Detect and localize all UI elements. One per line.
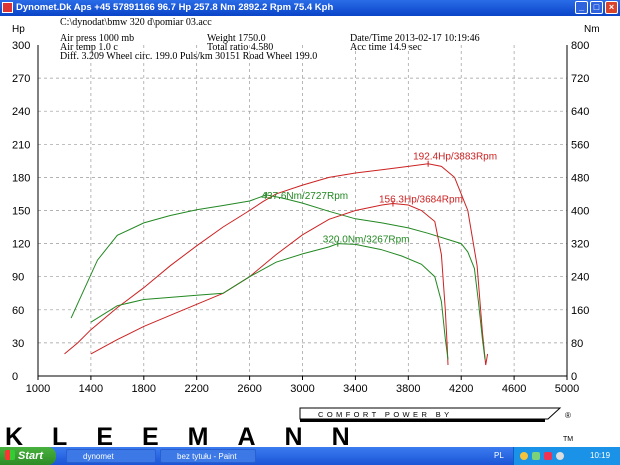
date-time: Date/Time 2013-02-17 10:19:46 xyxy=(350,33,480,44)
app-icon xyxy=(2,2,13,13)
left-unit-label: Hp xyxy=(12,24,25,35)
y-right-tick-label: 80 xyxy=(571,338,583,350)
series-line-4 xyxy=(90,243,449,360)
x-tick-label: 1800 xyxy=(132,383,156,395)
task-paint[interactable]: bez tytułu - Paint xyxy=(160,449,256,463)
y-right-tick-label: 560 xyxy=(571,139,589,151)
task-paint-label: bez tytułu - Paint xyxy=(177,452,237,461)
maximize-button[interactable]: □ xyxy=(590,1,603,14)
series-line-1 xyxy=(64,163,489,366)
title-bar: Dynomet.Dk Aps +45 57891166 96.7 Hp 257.… xyxy=(0,0,620,16)
trademark-mark: TM xyxy=(563,436,573,443)
minimize-button[interactable]: _ xyxy=(575,1,588,14)
diff-line: Diff. 3.209 Wheel circ. 199.0 Puls/km 30… xyxy=(60,51,318,62)
peak-annotation: 156.3Hp/3684Rpm xyxy=(379,195,463,206)
peak-annotation: 320.0Nm/3267Rpm xyxy=(323,235,410,246)
y-left-tick-label: 180 xyxy=(12,172,30,184)
peak-annotation: 437.6Nm/2727Rpm xyxy=(261,191,348,202)
y-left-tick-label: 150 xyxy=(12,206,30,218)
y-right-tick-label: 480 xyxy=(571,172,589,184)
y-left-tick-label: 270 xyxy=(12,73,30,85)
weight: Weight 1750.0 xyxy=(207,33,266,44)
x-tick-label: 2200 xyxy=(184,383,208,395)
x-tick-label: 3000 xyxy=(290,383,314,395)
series-line-2 xyxy=(70,194,486,360)
tray-icon-3[interactable] xyxy=(544,452,552,460)
brand-stripe xyxy=(300,419,545,422)
y-left-tick-label: 90 xyxy=(12,272,24,284)
close-button[interactable]: × xyxy=(605,1,618,14)
task-dynomet[interactable]: dynomet xyxy=(66,449,156,463)
y-right-tick-label: 400 xyxy=(571,206,589,218)
acc-time: Acc time 14.9 sec xyxy=(350,42,422,53)
x-tick-label: 3800 xyxy=(396,383,420,395)
y-left-tick-label: 30 xyxy=(12,338,24,350)
task-dynomet-label: dynomet xyxy=(83,452,114,461)
clock: 10:19 xyxy=(590,451,611,460)
x-tick-label: 5000 xyxy=(555,383,579,395)
y-left-tick-label: 300 xyxy=(12,40,30,52)
brand-banner: COMFORT POWER BY KLEEMANN ® TM xyxy=(0,406,620,451)
brand-tagline-box xyxy=(299,407,562,420)
y-right-tick-label: 240 xyxy=(571,272,589,284)
system-tray: PL 10:19 xyxy=(494,447,620,465)
y-right-tick-label: 320 xyxy=(571,239,589,251)
y-left-tick-label: 240 xyxy=(12,106,30,118)
right-unit-label: Nm xyxy=(584,24,600,35)
windows-flag-icon xyxy=(5,450,15,460)
start-button[interactable]: Start xyxy=(0,447,56,465)
tray-icon-2[interactable] xyxy=(532,452,540,460)
x-tick-label: 4200 xyxy=(449,383,473,395)
air-press: Air press 1000 mb xyxy=(60,33,135,44)
x-tick-label: 4600 xyxy=(502,383,526,395)
start-label: Start xyxy=(18,450,44,462)
y-left-tick-label: 60 xyxy=(12,305,24,317)
x-tick-label: 2600 xyxy=(237,383,261,395)
tray-icon-4[interactable] xyxy=(556,452,564,460)
language-indicator[interactable]: PL xyxy=(494,451,504,460)
series-line-3 xyxy=(90,202,449,366)
y-left-tick-label: 210 xyxy=(12,139,30,151)
registered-mark: ® xyxy=(565,411,571,420)
x-tick-label: 3400 xyxy=(343,383,367,395)
y-right-tick-label: 0 xyxy=(571,371,577,383)
taskbar: Start dynomet bez tytułu - Paint PL 10:1… xyxy=(0,447,620,465)
y-left-tick-label: 120 xyxy=(12,239,30,251)
window-title: Dynomet.Dk Aps +45 57891166 96.7 Hp 257.… xyxy=(16,2,334,13)
file-path: C:\dynodat\bmw 320 d\pomiar 03.acc xyxy=(60,17,212,28)
brand-tagline: COMFORT POWER BY xyxy=(318,410,453,419)
peak-annotation: 192.4Hp/3883Rpm xyxy=(413,152,497,163)
y-right-tick-label: 720 xyxy=(571,73,589,85)
x-tick-label: 1000 xyxy=(26,383,50,395)
tray-icon-1[interactable] xyxy=(520,452,528,460)
kleemann-logo: KLEEMANN xyxy=(5,423,379,446)
y-right-tick-label: 640 xyxy=(571,106,589,118)
air-temp: Air temp 1.0 c xyxy=(60,42,118,53)
y-right-tick-label: 160 xyxy=(571,305,589,317)
y-right-tick-label: 800 xyxy=(571,40,589,52)
total-ratio: Total ratio 4.580 xyxy=(207,42,274,53)
x-tick-label: 1400 xyxy=(79,383,103,395)
y-left-tick-label: 0 xyxy=(12,371,18,383)
